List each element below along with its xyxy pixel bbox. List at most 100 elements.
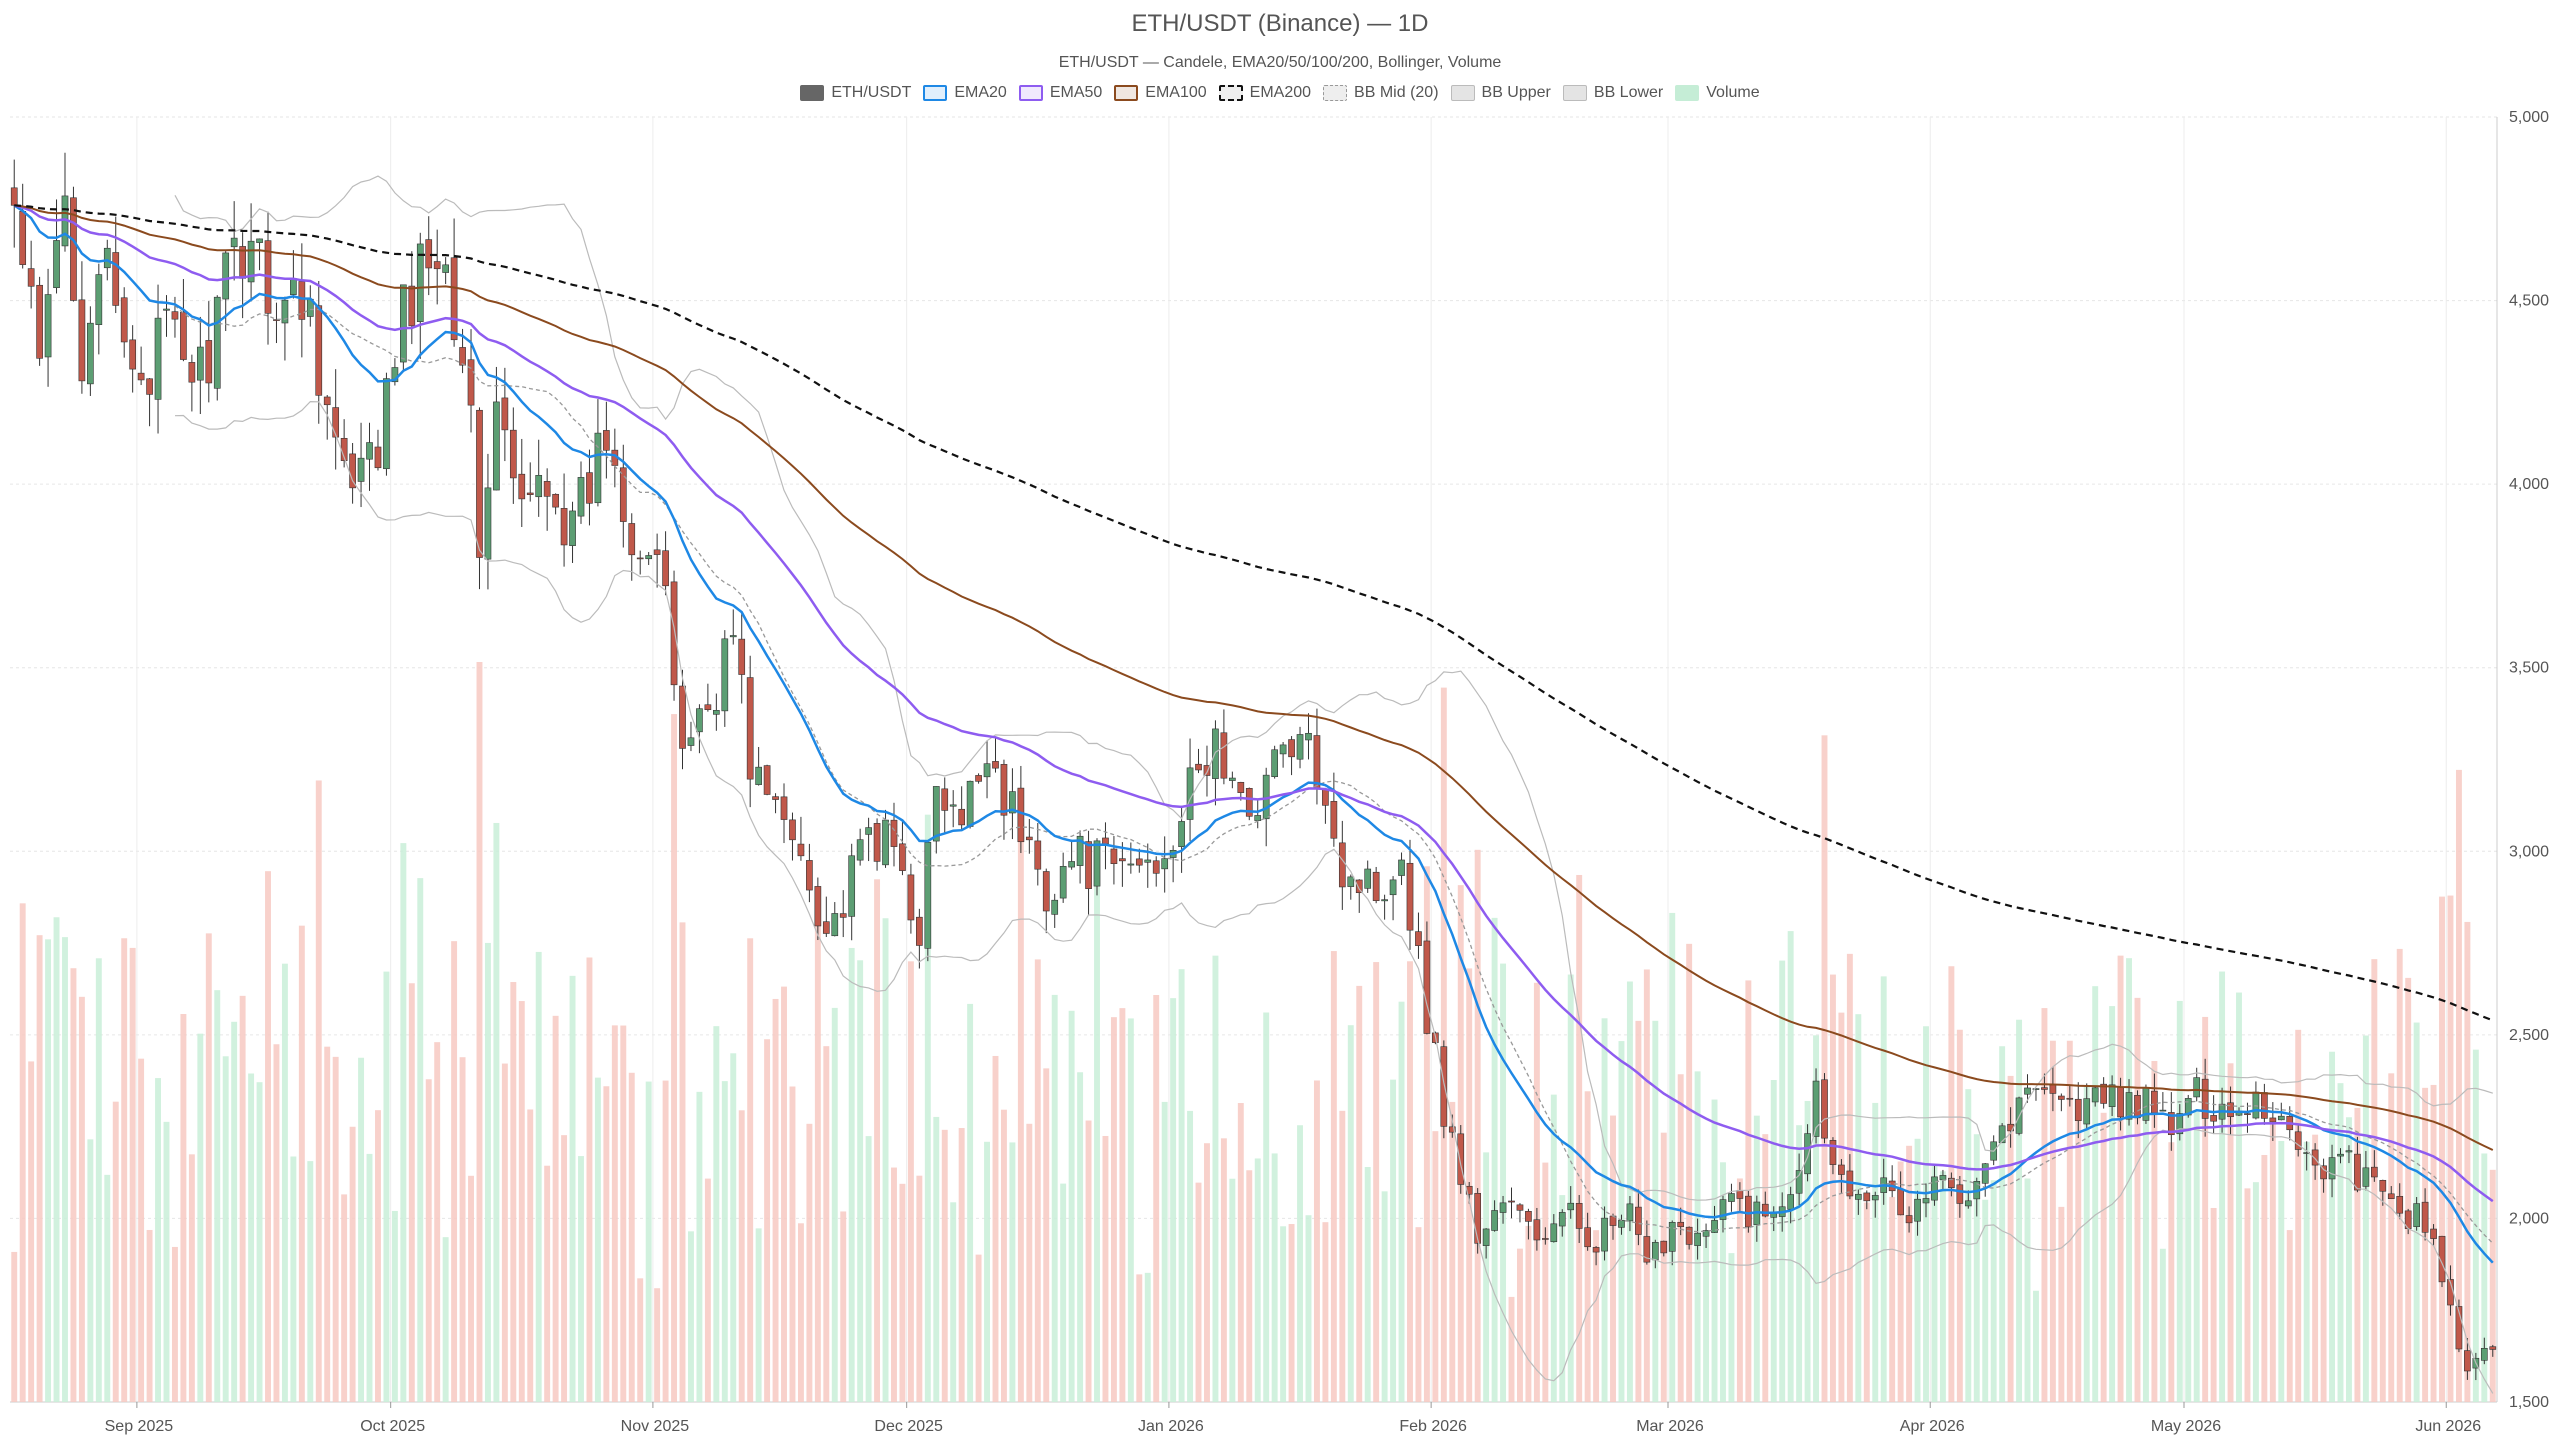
volume-bar bbox=[2210, 1207, 2217, 1402]
candle-body bbox=[1948, 1177, 1955, 1188]
candle-body bbox=[586, 472, 593, 504]
volume-bar bbox=[2007, 1075, 2014, 1402]
volume-bar bbox=[1559, 1195, 1566, 1402]
candle-body bbox=[1499, 1202, 1507, 1213]
volume-bar bbox=[146, 1229, 153, 1402]
volume-bar bbox=[1889, 1196, 1896, 1402]
volume-bar bbox=[1043, 1068, 1050, 1402]
candle-body bbox=[383, 378, 390, 470]
candle-body bbox=[1787, 1194, 1795, 1210]
candle-body bbox=[374, 446, 382, 469]
volume-bar bbox=[451, 941, 458, 1402]
legend-item[interactable]: BB Upper bbox=[1450, 84, 1551, 102]
volume-bar bbox=[1026, 1123, 1033, 1402]
legend-item[interactable]: EMA50 bbox=[1018, 84, 1102, 102]
candle-body bbox=[1127, 863, 1135, 866]
candle-body bbox=[180, 311, 187, 360]
candle-body bbox=[696, 708, 703, 733]
candle-body bbox=[476, 409, 483, 558]
candle-body bbox=[2320, 1165, 2327, 1180]
candle-body bbox=[2176, 1113, 2184, 1135]
volume-bar bbox=[358, 1057, 365, 1402]
legend-swatch bbox=[1218, 85, 1243, 101]
candle-body bbox=[1829, 1140, 1837, 1165]
volume-bar bbox=[2269, 1124, 2276, 1402]
volume-bar bbox=[366, 1153, 373, 1402]
candle-body bbox=[569, 510, 576, 546]
candle-body bbox=[70, 197, 77, 301]
volume-bar bbox=[2362, 1035, 2369, 1402]
volume-bar bbox=[1863, 1202, 1870, 1402]
x-tick-label: Dec 2025 bbox=[874, 1418, 943, 1435]
candle-body bbox=[1144, 859, 1152, 863]
volume-bar bbox=[2151, 1060, 2158, 1402]
candle-body bbox=[442, 264, 449, 273]
candle-body bbox=[1406, 862, 1414, 931]
volume-bar bbox=[950, 1202, 957, 1402]
volume-bar bbox=[1449, 1101, 1456, 1402]
legend-item[interactable]: ETH/USDT bbox=[800, 84, 911, 102]
candle-body bbox=[679, 685, 686, 749]
candle-body bbox=[1905, 1215, 1913, 1224]
volume-bar bbox=[797, 1223, 804, 1402]
candle-body bbox=[273, 319, 280, 321]
volume-bar bbox=[1517, 1248, 1523, 1402]
candle-body bbox=[1009, 791, 1016, 814]
volume-bars bbox=[11, 662, 2496, 1402]
volume-bar bbox=[290, 1156, 297, 1402]
volume-bar bbox=[281, 963, 288, 1402]
candle-body bbox=[1956, 1184, 1964, 1204]
candle-body bbox=[281, 299, 289, 324]
volume-bar bbox=[1872, 1102, 1879, 1402]
candle-body bbox=[120, 297, 128, 343]
candle-body bbox=[19, 211, 27, 265]
candle-body bbox=[1871, 1195, 1879, 1201]
legend-item[interactable]: EMA200 bbox=[1218, 84, 1311, 102]
candle-body bbox=[459, 347, 466, 366]
candle-body bbox=[1034, 840, 1042, 870]
candle-body bbox=[831, 913, 839, 937]
legend-item[interactable]: EMA100 bbox=[1114, 84, 1207, 102]
candle-body bbox=[983, 763, 991, 778]
candle-body bbox=[645, 555, 653, 560]
legend-item[interactable]: BB Lower bbox=[1562, 84, 1663, 102]
candle-body bbox=[848, 855, 856, 917]
volume-bar bbox=[1110, 1017, 1117, 1402]
candle-body bbox=[1922, 1198, 1930, 1204]
candle-body bbox=[1229, 777, 1236, 781]
volume-bar bbox=[239, 995, 246, 1402]
candle-body bbox=[1203, 765, 1211, 776]
volume-bar bbox=[1390, 1079, 1397, 1402]
y-tick-label: 4,500 bbox=[2509, 293, 2549, 310]
candle-body bbox=[112, 252, 120, 306]
volume-bar bbox=[138, 1058, 145, 1402]
legend-item[interactable]: BB Mid (20) bbox=[1323, 84, 1439, 102]
volume-bar bbox=[688, 1231, 694, 1402]
candle-body bbox=[2066, 1097, 2074, 1100]
volume-bar bbox=[882, 918, 889, 1402]
candle-body bbox=[27, 268, 35, 287]
candle-body bbox=[1135, 858, 1143, 866]
candle-body bbox=[425, 239, 433, 269]
candle-body bbox=[1821, 1079, 1828, 1139]
candle-body bbox=[2269, 1117, 2277, 1123]
volume-bar bbox=[2388, 1073, 2395, 1402]
volume-bar bbox=[1271, 1153, 1278, 1402]
candle-body bbox=[1736, 1190, 1744, 1199]
volume-bar bbox=[578, 1156, 584, 1402]
volume-bar bbox=[2117, 955, 2124, 1402]
legend-item[interactable]: EMA20 bbox=[923, 84, 1007, 102]
volume-bar bbox=[552, 1015, 559, 1402]
volume-bar bbox=[755, 1228, 762, 1402]
candle-body bbox=[129, 339, 137, 370]
volume-bar bbox=[1237, 1103, 1244, 1402]
candle-body bbox=[1838, 1164, 1845, 1175]
gridlines bbox=[10, 116, 2497, 1403]
legend-item[interactable]: Volume bbox=[1675, 84, 1760, 102]
candle-body bbox=[1854, 1193, 1862, 1200]
volume-bar bbox=[1077, 1072, 1084, 1402]
volume-bar bbox=[155, 1078, 161, 1402]
volume-bar bbox=[1990, 1180, 1997, 1402]
candle-body bbox=[814, 886, 822, 927]
volume-bar bbox=[1195, 1182, 1202, 1402]
